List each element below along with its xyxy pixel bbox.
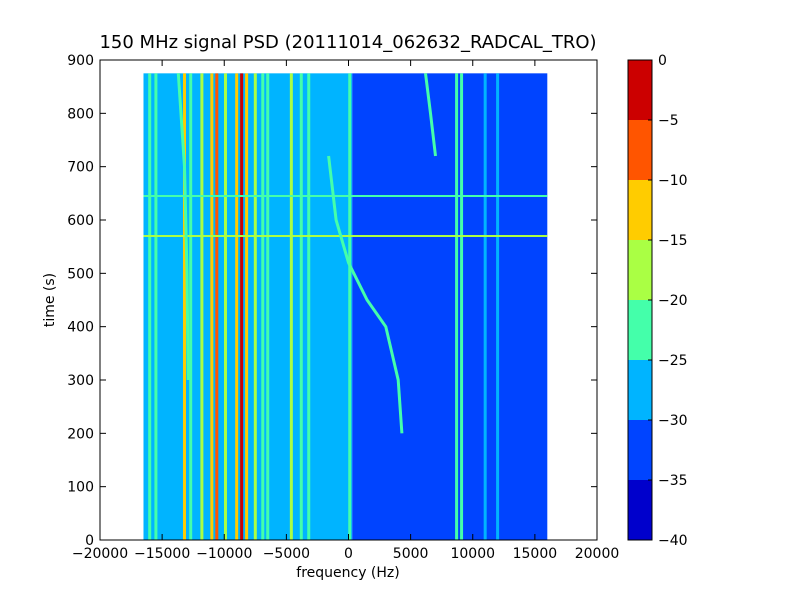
- colorbar-tick-label: −40: [658, 533, 688, 549]
- x-tick-label: 0: [344, 546, 353, 562]
- x-tick-label: −10000: [196, 546, 252, 562]
- y-tick-label: 600: [67, 213, 94, 229]
- colorbar: 0 −5 −10 −15 −20 −25 −30 −35 −40: [627, 53, 688, 549]
- chart-title: 150 MHz signal PSD (20111014_062632_RADC…: [99, 32, 596, 53]
- drift-track: [176, 73, 190, 381]
- y-axis: 0 100 200 300 400 500 600 700 800 900: [67, 53, 597, 549]
- colorbar-tick-label: −15: [658, 233, 688, 249]
- y-tick-label: 400: [67, 320, 94, 336]
- x-tick-label: 10000: [450, 546, 495, 562]
- background-region: [352, 73, 548, 540]
- x-tick-label: −5000: [263, 546, 310, 562]
- colorbar-level: [628, 240, 652, 300]
- y-tick-label: 0: [85, 533, 94, 549]
- y-tick-label: 800: [67, 106, 94, 122]
- y-tick-label: 900: [67, 53, 94, 69]
- colorbar-tick-label: −30: [658, 413, 688, 429]
- colorbar-level: [628, 120, 652, 180]
- x-tick-label: 15000: [513, 546, 558, 562]
- x-axis-label: frequency (Hz): [296, 565, 399, 581]
- y-tick-label: 500: [67, 266, 94, 282]
- x-axis: −20000 −15000 −10000 −5000 0 5000 10000 15000 20…: [72, 60, 619, 562]
- plot-area: [99, 59, 598, 541]
- y-axis-label: time (s): [42, 273, 58, 327]
- colorbar-tick-label: −35: [658, 473, 688, 489]
- colorbar-level: [628, 300, 652, 360]
- y-tick-label: 200: [67, 426, 94, 442]
- y-tick-label: 100: [67, 480, 94, 496]
- colorbar-level: [628, 480, 652, 540]
- y-tick-label: 300: [67, 373, 94, 389]
- colorbar-tick-label: −5: [658, 113, 679, 129]
- colorbar-tick-label: −10: [658, 173, 688, 189]
- y-tick-label: 700: [67, 160, 94, 176]
- drift-track: [327, 155, 404, 434]
- colorbar-level: [628, 180, 652, 240]
- x-tick-label: 5000: [393, 546, 429, 562]
- colorbar-tick-label: 0: [658, 53, 667, 69]
- x-tick-label: 20000: [575, 546, 620, 562]
- colorbar-tick-label: −20: [658, 293, 688, 309]
- drift-track: [424, 73, 437, 157]
- x-tick-label: −15000: [134, 546, 190, 562]
- colorbar-level: [628, 420, 652, 480]
- colorbar-level: [628, 360, 652, 420]
- x-tick-label: −20000: [72, 546, 128, 562]
- colorbar-tick-label: −25: [658, 353, 688, 369]
- colorbar-level: [628, 60, 652, 120]
